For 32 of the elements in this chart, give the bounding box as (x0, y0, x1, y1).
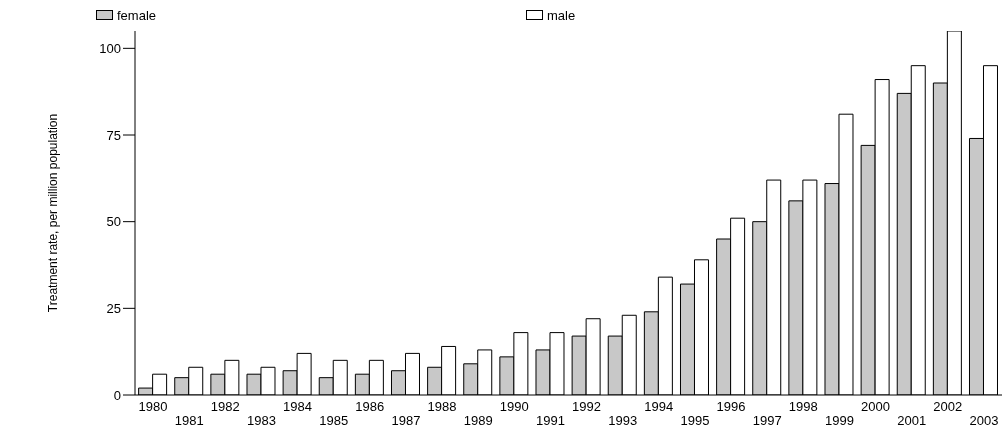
x-tick-label: 1985 (319, 413, 349, 425)
x-tick-label: 2001 (897, 413, 927, 425)
x-tick-label: 1995 (680, 413, 710, 425)
y-tick-label: 25 (106, 300, 121, 316)
x-tick-label: 1990 (499, 399, 529, 414)
y-tick-label: 50 (106, 214, 121, 230)
x-tick-label: 1996 (716, 399, 746, 414)
legend-label: female (117, 8, 157, 23)
x-tick-label: 1997 (752, 413, 782, 425)
x-tick-label: 2002 (933, 399, 963, 414)
x-tick-label: 1989 (463, 413, 493, 425)
x-tick-label: 1999 (824, 413, 854, 425)
x-tick-label: 1980 (138, 399, 168, 414)
x-tick-label: 1986 (355, 399, 385, 414)
y-tick-label: 75 (106, 127, 121, 143)
y-tick-label: 100 (99, 40, 121, 56)
y-axis-title: Treatment rate, per million population (46, 113, 61, 313)
x-tick-label: 1982 (210, 399, 240, 414)
x-tick-label: 1987 (391, 413, 421, 425)
x-tick-label: 1998 (788, 399, 818, 414)
x-tick-label: 1991 (535, 413, 565, 425)
y-tick-label: 0 (113, 387, 121, 403)
x-tick-label: 1984 (283, 399, 313, 414)
x-tick-label: 1993 (608, 413, 638, 425)
x-tick-label: 1988 (427, 399, 457, 414)
legend-label: male (547, 8, 576, 23)
x-tick-label: 1994 (644, 399, 674, 414)
x-tick-label: 1981 (174, 413, 204, 425)
x-tick-label: 2000 (861, 399, 891, 414)
x-tick-label: 1992 (572, 399, 602, 414)
x-tick-label: 2003 (969, 413, 999, 425)
x-tick-label: 1983 (246, 413, 276, 425)
